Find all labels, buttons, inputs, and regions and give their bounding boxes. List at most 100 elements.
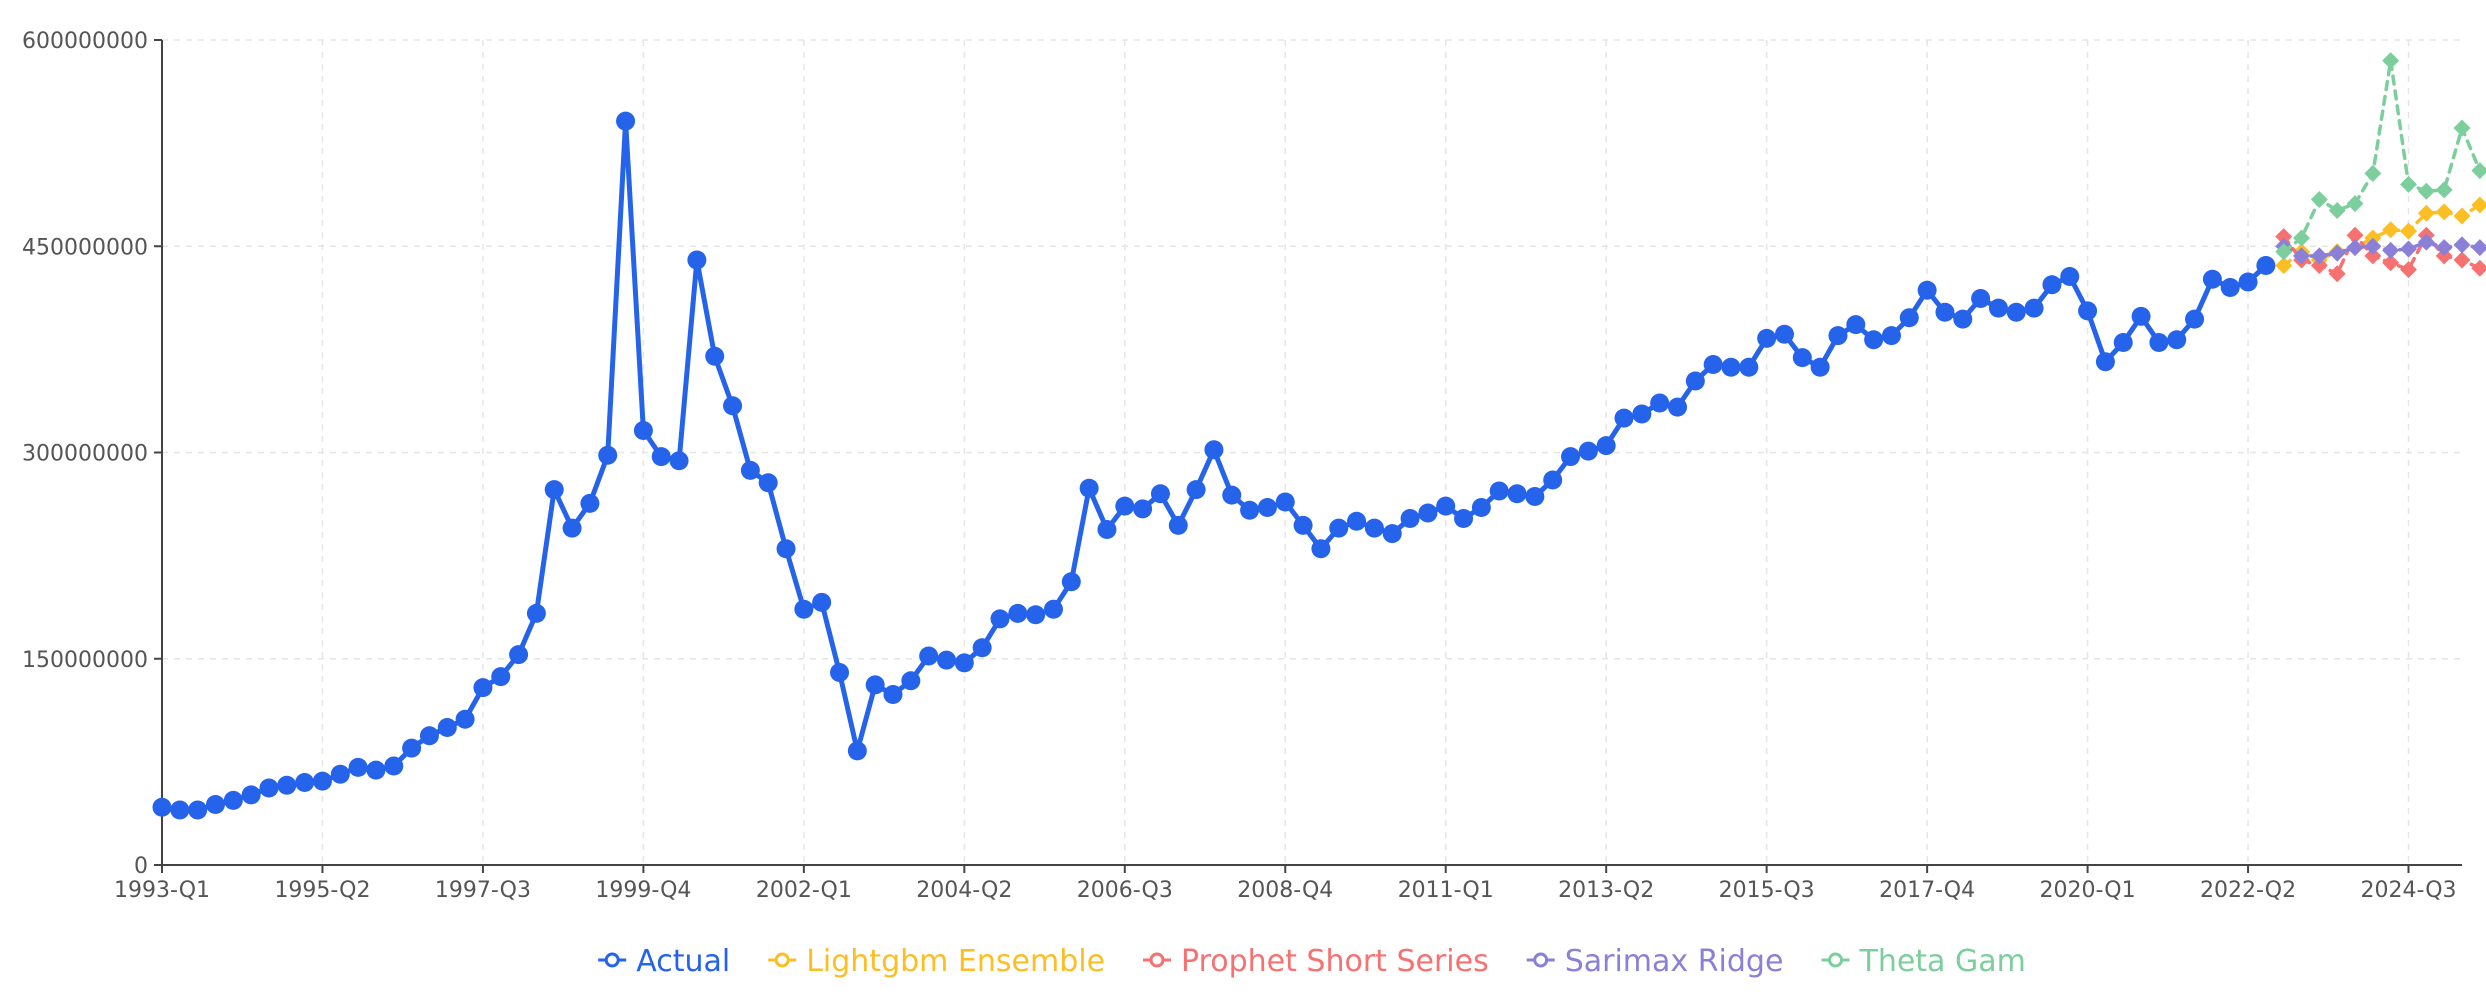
data-point bbox=[2238, 272, 2258, 292]
data-point bbox=[402, 738, 422, 758]
x-tick-label: 1995-Q2 bbox=[274, 878, 370, 903]
data-point bbox=[223, 790, 243, 810]
data-point bbox=[990, 609, 1010, 629]
data-point bbox=[633, 421, 653, 440]
data-point bbox=[366, 760, 386, 780]
data-point bbox=[455, 709, 475, 729]
legend-swatch-marker bbox=[604, 952, 620, 968]
data-point bbox=[348, 757, 368, 777]
data-point bbox=[812, 592, 832, 612]
data-point bbox=[1668, 397, 1688, 417]
data-point bbox=[1186, 480, 1206, 500]
data-point bbox=[241, 785, 261, 805]
data-point bbox=[491, 667, 511, 687]
data-point bbox=[1935, 302, 1955, 322]
data-point bbox=[1275, 492, 1295, 512]
data-point bbox=[651, 447, 671, 467]
data-point bbox=[758, 473, 778, 493]
data-point bbox=[2185, 309, 2205, 329]
legend-item-theta-gam: Theta Gam bbox=[1821, 944, 2026, 979]
data-point bbox=[1864, 330, 1884, 350]
data-point bbox=[1774, 324, 1794, 344]
data-point bbox=[1257, 498, 1277, 517]
data-point bbox=[2471, 162, 2486, 180]
series bbox=[152, 52, 2486, 820]
data-point bbox=[1311, 539, 1331, 559]
data-point bbox=[1810, 357, 1830, 377]
legend-item-prophet-short-series: Prophet Short Series bbox=[1143, 944, 1489, 979]
data-point bbox=[936, 650, 956, 670]
data-point bbox=[1917, 280, 1937, 300]
data-point bbox=[2471, 196, 2486, 214]
data-point bbox=[740, 460, 760, 480]
data-point bbox=[2382, 241, 2400, 259]
x-tick-label: 1999-Q4 bbox=[595, 878, 691, 903]
x-tick-label: 2015-Q3 bbox=[1719, 878, 1815, 903]
data-point bbox=[723, 396, 743, 416]
x-tick-label: 2017-Q4 bbox=[1879, 878, 1975, 903]
data-point bbox=[1685, 371, 1705, 391]
x-tick-label: 2004-Q2 bbox=[916, 878, 1012, 903]
axes: 0 150000000 300000000 450000000 600000000 199… bbox=[22, 29, 2462, 903]
data-point bbox=[330, 764, 350, 784]
data-point bbox=[687, 250, 707, 270]
data-point bbox=[1329, 518, 1349, 538]
data-point bbox=[2310, 191, 2328, 208]
data-point bbox=[1632, 404, 1652, 424]
y-tick-label: 300000000 bbox=[22, 442, 148, 467]
data-point bbox=[1043, 599, 1063, 619]
data-point bbox=[847, 741, 867, 761]
data-point bbox=[277, 775, 297, 795]
data-point bbox=[2471, 239, 2486, 257]
data-point bbox=[473, 678, 493, 698]
data-point bbox=[1881, 326, 1901, 346]
data-point bbox=[1471, 498, 1491, 517]
data-point bbox=[2131, 306, 2151, 326]
data-point bbox=[2113, 333, 2133, 352]
data-point bbox=[2435, 181, 2453, 199]
data-point bbox=[2167, 330, 2187, 350]
data-point bbox=[1596, 436, 1616, 456]
data-point bbox=[1578, 441, 1598, 461]
data-point bbox=[2382, 221, 2400, 239]
data-point bbox=[598, 445, 618, 465]
data-point bbox=[2346, 195, 2364, 213]
data-point bbox=[919, 646, 939, 666]
data-point bbox=[1364, 518, 1384, 538]
legend-label: Prophet Short Series bbox=[1181, 944, 1489, 979]
data-point bbox=[2328, 202, 2346, 219]
data-point bbox=[2024, 298, 2044, 318]
data-point bbox=[1079, 478, 1099, 498]
data-point bbox=[794, 599, 814, 619]
series-theta-gam bbox=[2275, 52, 2486, 261]
data-point bbox=[2256, 256, 2276, 275]
x-tick-label: 2024-Q3 bbox=[2360, 878, 2456, 903]
data-point bbox=[2328, 265, 2346, 283]
x-tick-label: 2002-Q1 bbox=[756, 878, 852, 903]
x-tick-label: 2008-Q4 bbox=[1237, 878, 1333, 903]
data-point bbox=[1971, 289, 1991, 308]
data-point bbox=[1240, 500, 1260, 520]
data-point bbox=[295, 773, 315, 792]
data-point bbox=[830, 663, 850, 682]
data-point bbox=[669, 451, 689, 471]
data-point bbox=[1115, 496, 1135, 516]
data-point bbox=[2453, 251, 2471, 269]
data-point bbox=[1525, 487, 1545, 506]
data-point bbox=[2400, 175, 2417, 193]
y-tick-label: 150000000 bbox=[22, 648, 148, 673]
x-tick-label: 2006-Q3 bbox=[1077, 878, 1173, 903]
legend-swatch-marker bbox=[1149, 952, 1165, 968]
data-point bbox=[2006, 302, 2026, 322]
data-point bbox=[1899, 308, 1919, 328]
legend: Actual Lightgbm Ensemble Prophet Short Ser… bbox=[598, 944, 2026, 979]
data-point bbox=[1792, 348, 1812, 368]
data-point bbox=[1543, 470, 1563, 490]
data-point bbox=[865, 675, 885, 695]
data-point bbox=[2202, 269, 2222, 289]
data-point bbox=[1347, 511, 1367, 531]
data-point bbox=[562, 518, 582, 538]
series-actual bbox=[152, 111, 2276, 820]
data-point bbox=[2471, 259, 2486, 277]
data-point bbox=[1418, 503, 1438, 523]
